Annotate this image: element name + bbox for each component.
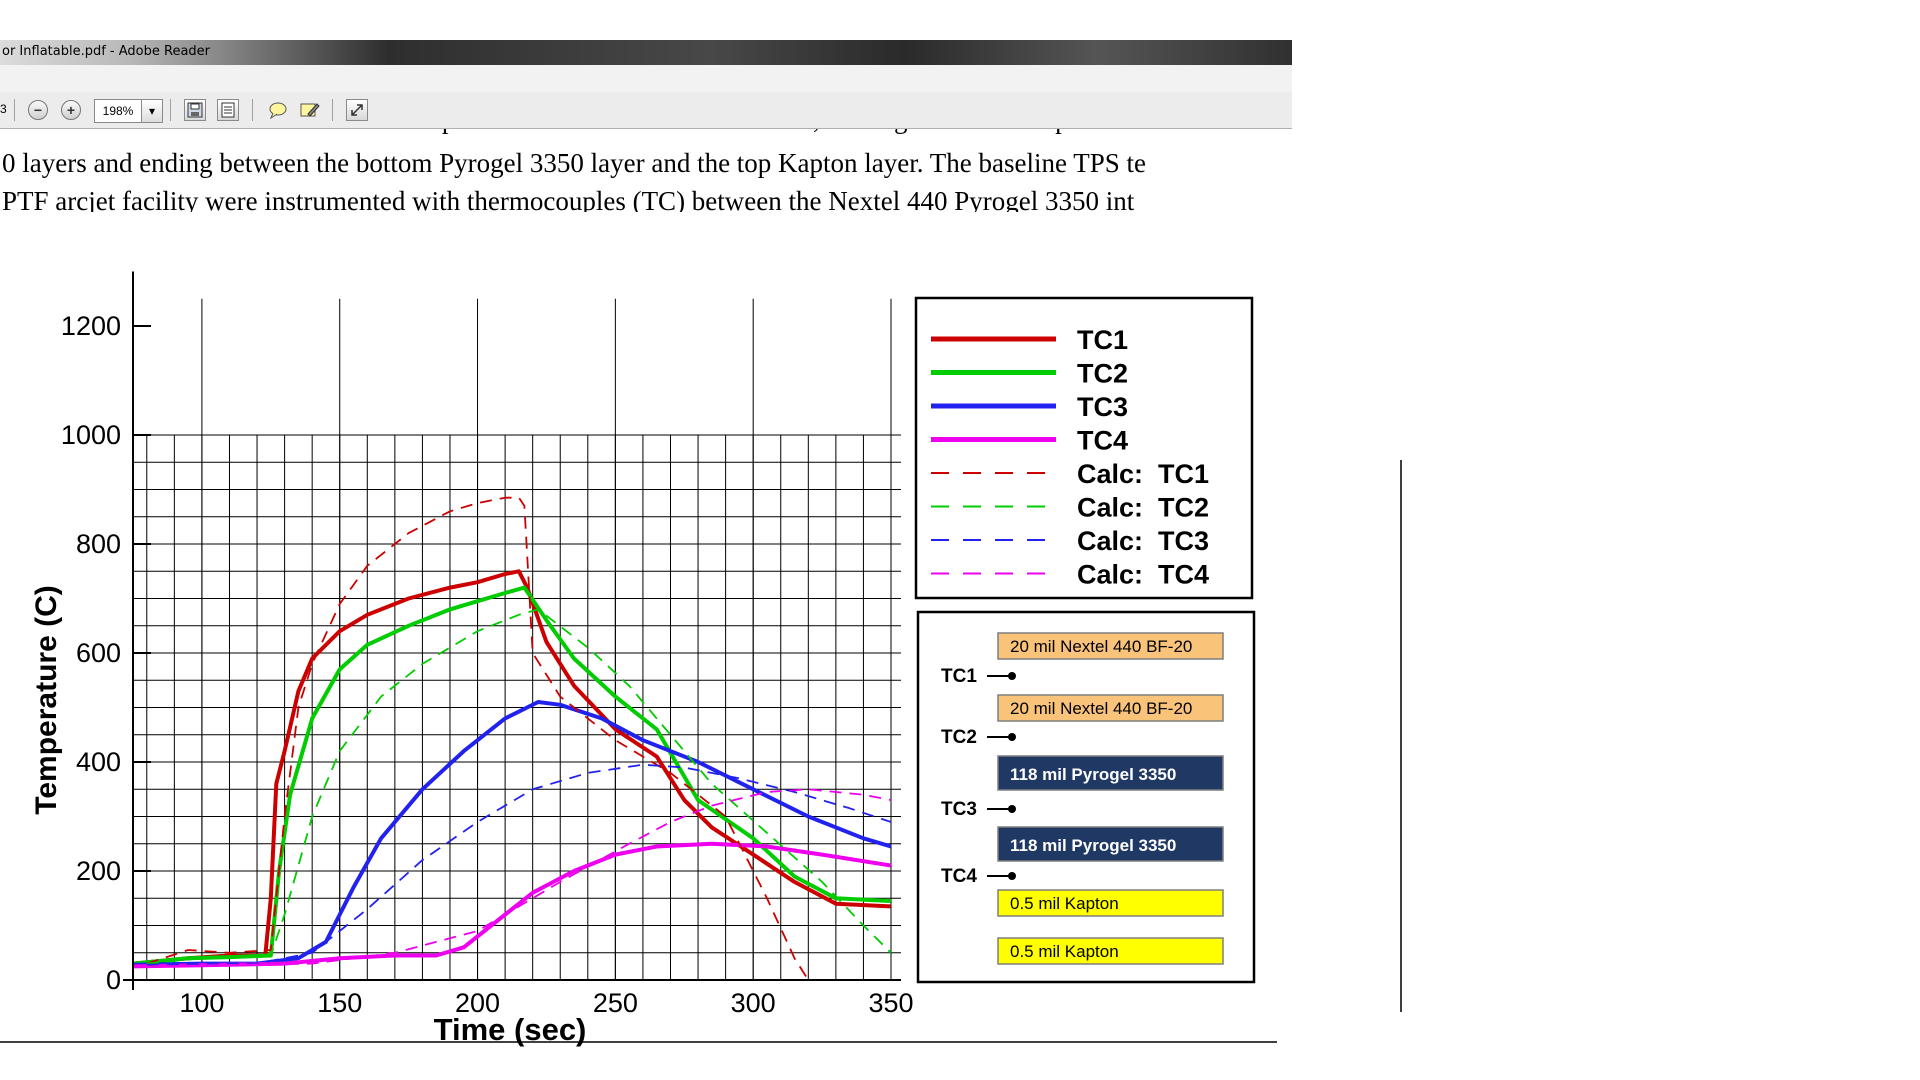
menu-bar bbox=[0, 65, 1292, 93]
legend-label: TC2 bbox=[1077, 359, 1128, 389]
zoom-input[interactable]: 198% bbox=[94, 99, 142, 123]
x-tick-label: 100 bbox=[179, 988, 224, 1018]
layers-layer: 20 mil Nextel 440 BF-20 20 mil Nextel 440… bbox=[941, 632, 1224, 965]
y-tick-label: 0 bbox=[106, 965, 121, 995]
expand-glyph-icon bbox=[351, 104, 363, 116]
series-line-calc-tc4 bbox=[146, 788, 892, 968]
y-tick-label: 1000 bbox=[61, 420, 121, 450]
layer-box bbox=[997, 826, 1224, 862]
toolbar-separator bbox=[170, 99, 171, 121]
legend-label: Calc: TC3 bbox=[1077, 526, 1209, 556]
layer-box bbox=[997, 937, 1224, 965]
toolbar-separator bbox=[332, 99, 333, 121]
legend-label: TC4 bbox=[1077, 426, 1128, 456]
tc-marker-dot bbox=[1008, 733, 1016, 741]
legend-label: TC1 bbox=[1077, 325, 1128, 355]
toolbar: 3 − + 198% ▾ bbox=[0, 92, 1292, 129]
sign-glyph-icon bbox=[300, 103, 320, 117]
layer-box bbox=[997, 632, 1224, 660]
save-icon[interactable] bbox=[184, 99, 206, 121]
legend-box bbox=[914, 296, 1254, 600]
tc-marker-dot bbox=[1008, 872, 1016, 880]
zoom-dropdown-icon[interactable]: ▾ bbox=[141, 99, 163, 123]
tc-marker-label: TC1 bbox=[941, 666, 977, 687]
x-tick-label: 300 bbox=[731, 988, 776, 1018]
comment-glyph-icon bbox=[269, 102, 287, 119]
axes-layer: 0 200 400 600 800 1000 1200 100 150 200 250 300 350 bbox=[61, 271, 914, 1018]
y-tick-label: 600 bbox=[76, 638, 121, 668]
y-tick-label: 800 bbox=[76, 529, 121, 559]
toolbar-separator bbox=[14, 99, 15, 121]
layer-label: 0.5 mil Kapton bbox=[1010, 942, 1119, 961]
layer-label: 118 mil Pyrogel 3350 bbox=[1010, 765, 1176, 784]
layer-box bbox=[997, 889, 1224, 917]
page-glyph-icon bbox=[221, 102, 235, 118]
tc-marker-label: TC2 bbox=[941, 727, 977, 748]
legend-label: Calc: TC2 bbox=[1077, 493, 1209, 523]
comment-icon[interactable] bbox=[266, 99, 290, 121]
layer-label: 118 mil Pyrogel 3350 bbox=[1010, 836, 1176, 855]
x-axis-label: Time (sec) bbox=[434, 1012, 587, 1047]
legend-label: Calc: TC4 bbox=[1077, 560, 1209, 590]
series-line-calc-tc2 bbox=[146, 608, 892, 965]
legend-label: Calc: TC1 bbox=[1077, 459, 1209, 489]
layer-label: 20 mil Nextel 440 BF-20 bbox=[1010, 699, 1192, 718]
page-icon[interactable] bbox=[217, 99, 239, 121]
tc-marker-dot bbox=[1008, 805, 1016, 813]
page-number-fragment[interactable]: 3 bbox=[0, 102, 7, 116]
tc-marker-dot bbox=[1008, 672, 1016, 680]
doc-line-2: 0 layers and ending between the bottom P… bbox=[2, 148, 1146, 178]
zoom-in-icon[interactable]: + bbox=[61, 100, 81, 120]
zoom-out-icon[interactable]: − bbox=[28, 100, 48, 120]
x-tick-label: 200 bbox=[455, 988, 500, 1018]
save-glyph-icon bbox=[187, 102, 203, 118]
series-layer bbox=[132, 496, 892, 981]
layer-box bbox=[997, 755, 1224, 791]
y-tick-label: 400 bbox=[76, 747, 121, 777]
y-tick-label: 1200 bbox=[61, 311, 121, 341]
layer-box bbox=[997, 694, 1224, 722]
series-line-calc-tc1 bbox=[146, 496, 810, 981]
toolbar-separator bbox=[252, 99, 253, 121]
window-title: or Inflatable.pdf - Adobe Reader bbox=[2, 44, 211, 59]
layer-diagram-box bbox=[916, 610, 1256, 984]
series-line-calc-tc3 bbox=[146, 763, 892, 966]
sign-icon[interactable] bbox=[298, 99, 322, 121]
series-line-tc2 bbox=[132, 585, 892, 966]
series-line-tc1 bbox=[132, 569, 892, 966]
y-tick-label: 200 bbox=[76, 856, 121, 886]
x-tick-label: 350 bbox=[868, 988, 913, 1018]
doc-line-3: PTF arcjet facility were instrumented wi… bbox=[2, 186, 1135, 212]
series-line-tc3 bbox=[132, 700, 892, 967]
tc-marker-label: TC4 bbox=[941, 866, 977, 887]
x-tick-label: 150 bbox=[317, 988, 362, 1018]
tc-marker-label: TC3 bbox=[941, 799, 977, 820]
layer-label: 20 mil Nextel 440 BF-20 bbox=[1010, 637, 1192, 656]
legend-label: TC3 bbox=[1077, 392, 1128, 422]
title-bar: or Inflatable.pdf - Adobe Reader bbox=[0, 40, 1292, 65]
y-axis-label: Temperature (C) bbox=[30, 585, 63, 814]
fullscreen-icon[interactable] bbox=[346, 99, 368, 121]
x-tick-label: 250 bbox=[593, 988, 638, 1018]
layer-label: 0.5 mil Kapton bbox=[1010, 894, 1119, 913]
